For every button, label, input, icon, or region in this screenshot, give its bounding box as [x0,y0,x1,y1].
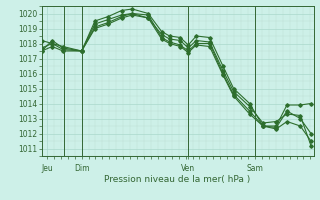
X-axis label: Pression niveau de la mer( hPa ): Pression niveau de la mer( hPa ) [104,175,251,184]
